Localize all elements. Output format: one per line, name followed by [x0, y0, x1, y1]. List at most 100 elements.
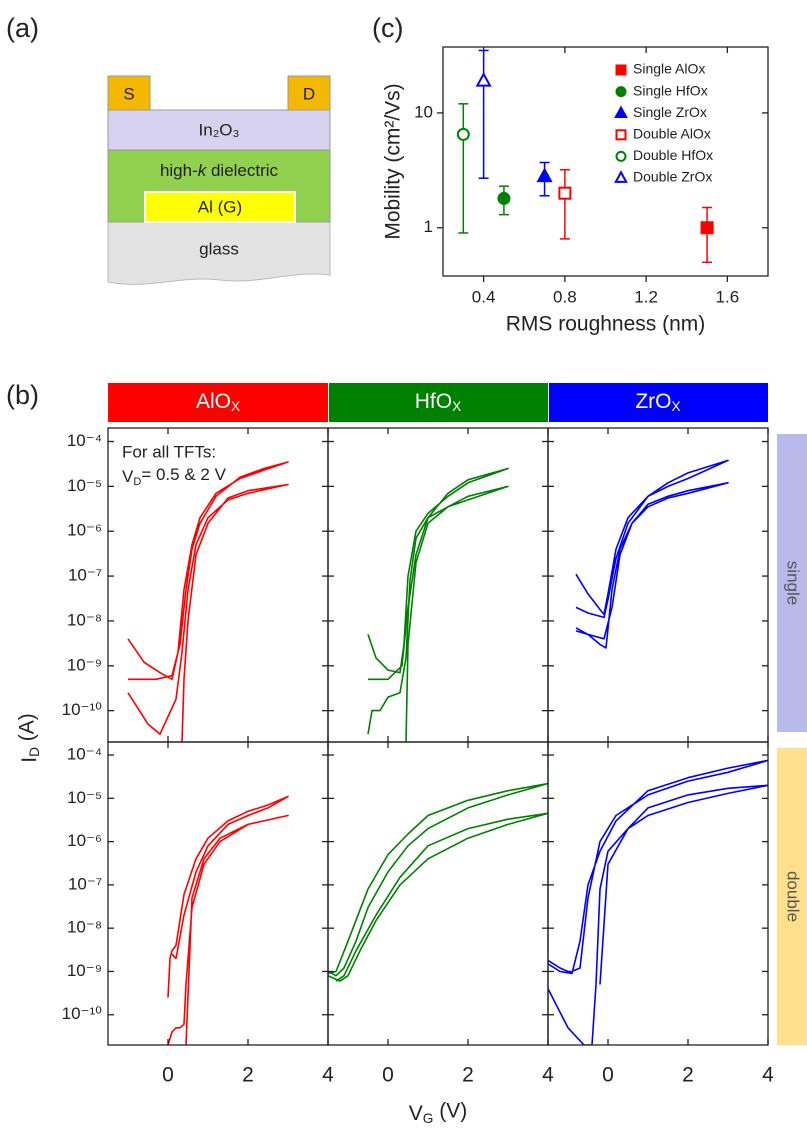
marker: [615, 86, 627, 98]
column-header-label-sub: X: [231, 398, 240, 413]
plot-frame: [442, 46, 769, 277]
row-tag: [777, 434, 807, 732]
dielectric-label: high-k dielectric: [160, 161, 279, 180]
x-tick-label: 2: [462, 1064, 474, 1087]
y-tick-label: 10⁻⁶: [67, 521, 102, 540]
plot-frame: [327, 427, 549, 743]
marker: [700, 221, 714, 235]
x-tick-label: 0: [382, 1064, 394, 1087]
column-header-label-main: HfO: [415, 390, 452, 413]
y-tick-label: 10⁻⁸: [67, 610, 102, 629]
panel-label: (b): [6, 380, 39, 410]
marker: [614, 170, 628, 183]
curve-group: [367, 467, 509, 742]
x-tick-label: 0.8: [553, 287, 577, 306]
curve-group: [127, 461, 289, 742]
y-axis-label-main: I: [18, 757, 41, 763]
panel-label: (a): [6, 13, 39, 43]
marker: [497, 191, 511, 205]
error-bar: [702, 206, 713, 264]
y-tick-label: 10⁻⁴: [67, 431, 102, 450]
row-tag-label: double: [784, 871, 803, 922]
y-tick-label: 10⁻⁸: [67, 918, 102, 937]
error-bar: [559, 168, 570, 240]
transfer-curve: [548, 784, 768, 1045]
x-tick-label: 1.6: [716, 287, 740, 306]
annotation: VD= 0.5 & 2 V: [122, 465, 227, 487]
x-tick-label: 4: [762, 1064, 774, 1087]
y-tick-label: 10⁻¹⁰: [62, 1004, 103, 1023]
drain-label: D: [303, 84, 315, 103]
y-tick-label: 10⁻⁷: [68, 566, 102, 585]
column-header-label-main: AlO: [196, 390, 231, 413]
plot-frame: [107, 741, 329, 1046]
x-axis-label-main: V: [409, 1102, 423, 1125]
y-tick-label: 10⁻⁹: [67, 655, 102, 674]
panel-label: (c): [372, 13, 403, 43]
marker: [615, 129, 627, 141]
transfer-curve: [328, 812, 548, 982]
transfer-curve: [575, 482, 729, 649]
y-tick-label: 10⁻⁹: [67, 961, 102, 980]
column-header: [329, 383, 548, 422]
y-axis-label-sub: D: [26, 747, 41, 757]
x-tick-label: 0.4: [472, 287, 496, 306]
error-bar: [478, 49, 489, 179]
column-header: [549, 383, 768, 422]
curve-group: [548, 759, 768, 1045]
curve-group: [328, 782, 548, 982]
y-tick-label: 10⁻⁴: [67, 745, 102, 764]
row-tag: [777, 748, 807, 1045]
y-tick-label: 10: [414, 102, 433, 121]
curve-group: [575, 459, 729, 649]
marker: [475, 71, 492, 87]
marker: [456, 127, 470, 141]
y-tick-label: 10⁻⁶: [67, 831, 102, 850]
x-tick-label: 0: [602, 1064, 614, 1087]
annotation-main: V: [122, 467, 134, 486]
drain-contact: [287, 75, 331, 111]
y-axis-label: Mobility (cm²/Vs): [382, 83, 405, 239]
legend-label: Single HfOx: [633, 82, 708, 98]
semiconductor-layer: [107, 109, 331, 151]
substrate-label: glass: [199, 239, 239, 258]
dielectric-text: high-: [160, 161, 198, 180]
marker: [614, 105, 628, 119]
x-axis-label-sub: G: [423, 1110, 434, 1125]
legend-label: Double AlOx: [633, 126, 711, 142]
annotation: For all TFTs:: [122, 442, 216, 461]
column-header-label-sub: X: [452, 398, 461, 413]
y-axis-label-rest: (A): [15, 713, 38, 747]
y-tick-label: 10⁻⁵: [67, 476, 102, 495]
x-tick-label: 2: [242, 1064, 254, 1087]
x-tick-label: 1.2: [634, 287, 658, 306]
column-header-label-sub: X: [672, 398, 681, 413]
marker: [536, 167, 553, 183]
x-tick-label: 0: [162, 1064, 174, 1087]
row-tag-label: single: [784, 561, 803, 605]
y-axis-label: ID (A): [15, 713, 41, 763]
transfer-curve: [367, 467, 509, 681]
legend-label: Double ZrOx: [633, 169, 712, 185]
legend-label: Single ZrOx: [633, 104, 707, 120]
transfer-curve: [575, 459, 729, 619]
transfer-curve: [127, 461, 289, 681]
annotation-sub: D: [133, 476, 141, 488]
x-axis-label-rest: (V): [433, 1099, 467, 1122]
x-tick-label: 4: [542, 1064, 554, 1087]
legend-label: Single AlOx: [633, 61, 705, 77]
transfer-curve: [328, 782, 548, 977]
marker: [558, 186, 572, 200]
column-header-label: AlOX: [196, 390, 240, 414]
plot-frame: [547, 427, 769, 743]
transfer-curve: [167, 795, 289, 998]
gate-label: Al (G): [198, 197, 242, 216]
glass-layer: [107, 221, 331, 285]
column-header: [108, 383, 328, 422]
x-tick-label: 2: [682, 1064, 694, 1087]
curve-group: [167, 795, 289, 1045]
source-label: S: [123, 84, 134, 103]
column-header-label: HfOX: [415, 390, 461, 414]
plot-frame: [547, 741, 769, 1046]
